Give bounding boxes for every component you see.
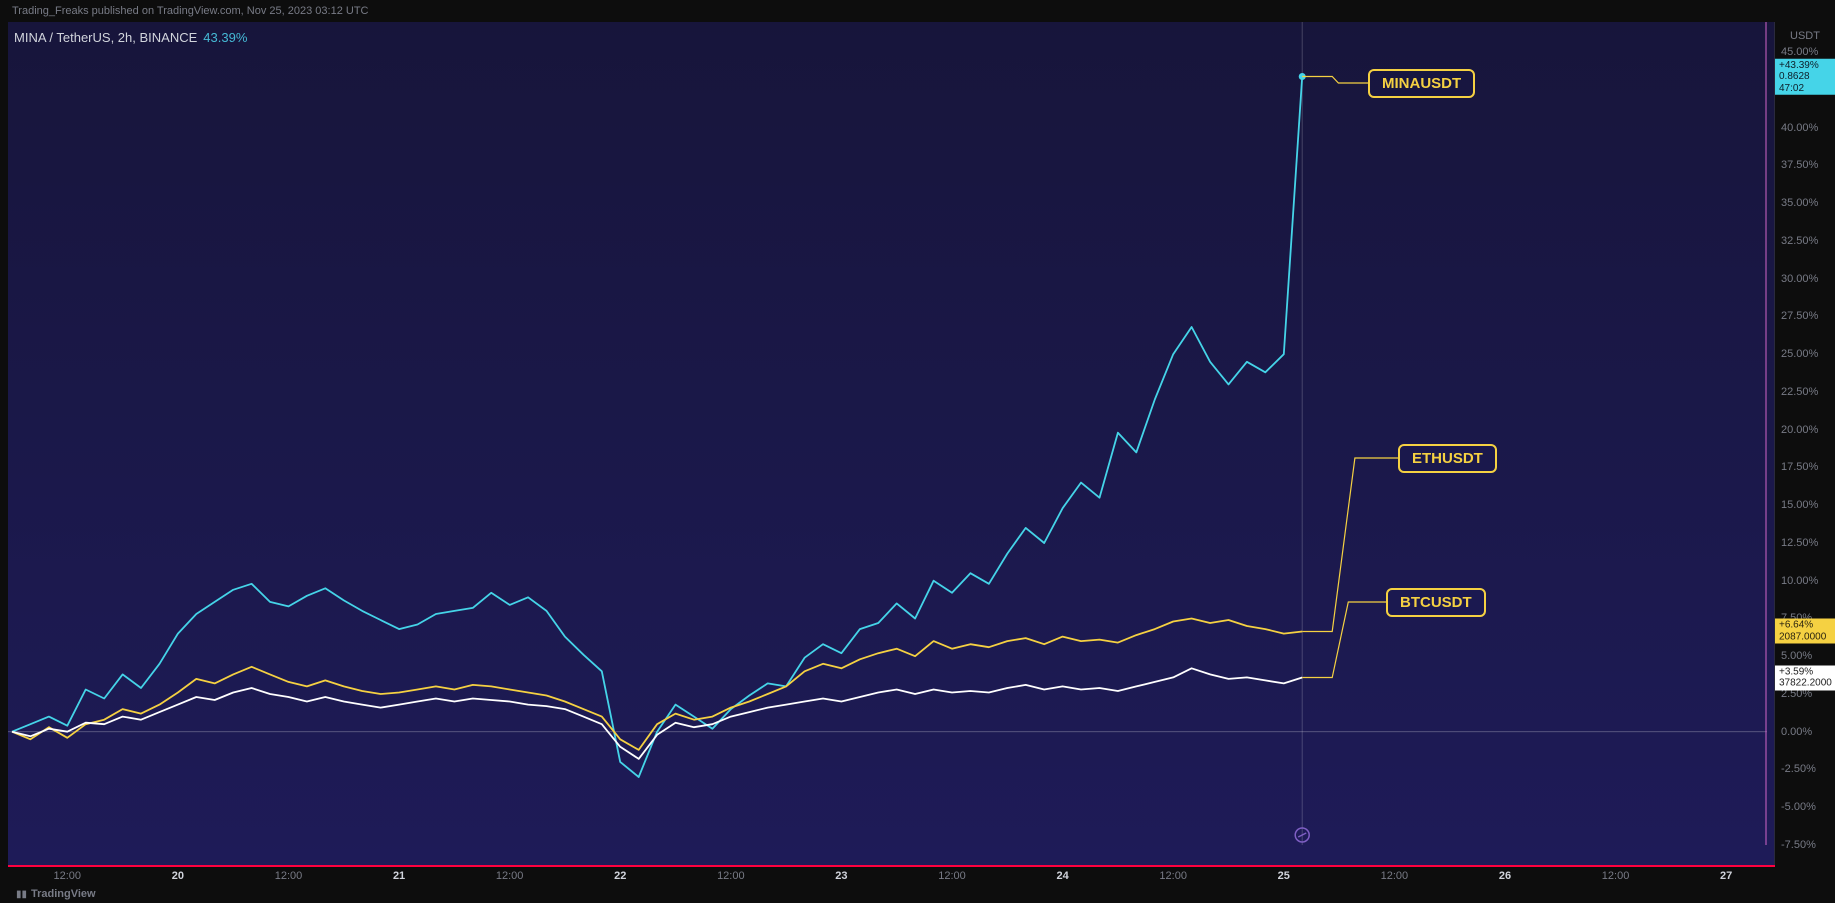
- price-badge: +3.59%37822.2000: [1775, 665, 1835, 690]
- y-tick: -5.00%: [1781, 801, 1816, 813]
- y-tick: 12.50%: [1781, 537, 1818, 549]
- x-tick: 25: [1278, 870, 1290, 882]
- y-tick: 5.00%: [1781, 650, 1812, 662]
- chart-svg: [8, 22, 1767, 845]
- publish-info: Trading_Freaks published on TradingView.…: [12, 5, 368, 17]
- tradingview-logo-icon: ▮▮: [16, 889, 27, 900]
- x-axis[interactable]: 12:00 20 12:00 21 12:00 22 12:00 23 12:00 24 12:00…: [8, 865, 1775, 885]
- y-tick: 30.00%: [1781, 273, 1818, 285]
- y-tick: 40.00%: [1781, 122, 1818, 134]
- x-tick: 12:00: [938, 870, 966, 882]
- x-tick: 27: [1720, 870, 1732, 882]
- chart-change: 43.39%: [203, 30, 247, 45]
- y-tick: 0.00%: [1781, 726, 1812, 738]
- y-tick: 45.00%: [1781, 46, 1818, 58]
- x-tick: 12:00: [1159, 870, 1187, 882]
- y-tick: 32.50%: [1781, 235, 1818, 247]
- x-tick: 26: [1499, 870, 1511, 882]
- x-tick: 23: [835, 870, 847, 882]
- series-minausdt: [12, 77, 1302, 778]
- y-tick: -2.50%: [1781, 763, 1816, 775]
- x-tick: 12:00: [496, 870, 524, 882]
- brand-label: TradingView: [31, 888, 96, 900]
- y-tick: 20.00%: [1781, 424, 1818, 436]
- callout-line: [1302, 602, 1386, 678]
- x-tick: 12:00: [54, 870, 82, 882]
- x-tick: 12:00: [275, 870, 303, 882]
- y-axis[interactable]: USDT -7.50%-5.00%-2.50%0.00%2.50%5.00%7.…: [1775, 22, 1835, 865]
- chart-title: MINA / TetherUS, 2h, BINANCE 43.39%: [14, 30, 247, 45]
- x-tick: 12:00: [1602, 870, 1630, 882]
- callout-line: [1302, 458, 1398, 631]
- x-tick: 21: [393, 870, 405, 882]
- y-tick: 17.50%: [1781, 461, 1818, 473]
- callout-btcusdt[interactable]: BTCUSDT: [1386, 588, 1486, 617]
- top-bar: Trading_Freaks published on TradingView.…: [0, 0, 1835, 22]
- price-badge: +6.64%2087.0000: [1775, 619, 1835, 644]
- y-tick: 27.50%: [1781, 310, 1818, 322]
- x-tick: 12:00: [1381, 870, 1409, 882]
- callout-minausdt[interactable]: MINAUSDT: [1368, 69, 1475, 98]
- y-tick: 15.00%: [1781, 499, 1818, 511]
- x-tick: 20: [172, 870, 184, 882]
- price-badge: +43.39%0.862847:02: [1775, 58, 1835, 95]
- chart-symbol[interactable]: MINA / TetherUS, 2h, BINANCE: [14, 30, 197, 45]
- x-tick: 12:00: [717, 870, 745, 882]
- x-tick: 22: [614, 870, 626, 882]
- y-tick: 37.50%: [1781, 159, 1818, 171]
- y-axis-header: USDT: [1775, 30, 1835, 42]
- callout-ethusdt[interactable]: ETHUSDT: [1398, 444, 1497, 473]
- plot-area[interactable]: MINAUSDT ETHUSDT BTCUSDT: [8, 22, 1775, 865]
- y-tick: 22.50%: [1781, 386, 1818, 398]
- x-tick: 24: [1056, 870, 1068, 882]
- y-tick: 35.00%: [1781, 197, 1818, 209]
- callout-line: [1302, 77, 1368, 83]
- y-tick: 25.00%: [1781, 348, 1818, 360]
- footer: ▮▮ TradingView: [8, 885, 1835, 903]
- y-tick: -7.50%: [1781, 839, 1816, 851]
- y-tick: 10.00%: [1781, 575, 1818, 587]
- chart-container: MINA / TetherUS, 2h, BINANCE 43.39% MINA…: [8, 22, 1835, 903]
